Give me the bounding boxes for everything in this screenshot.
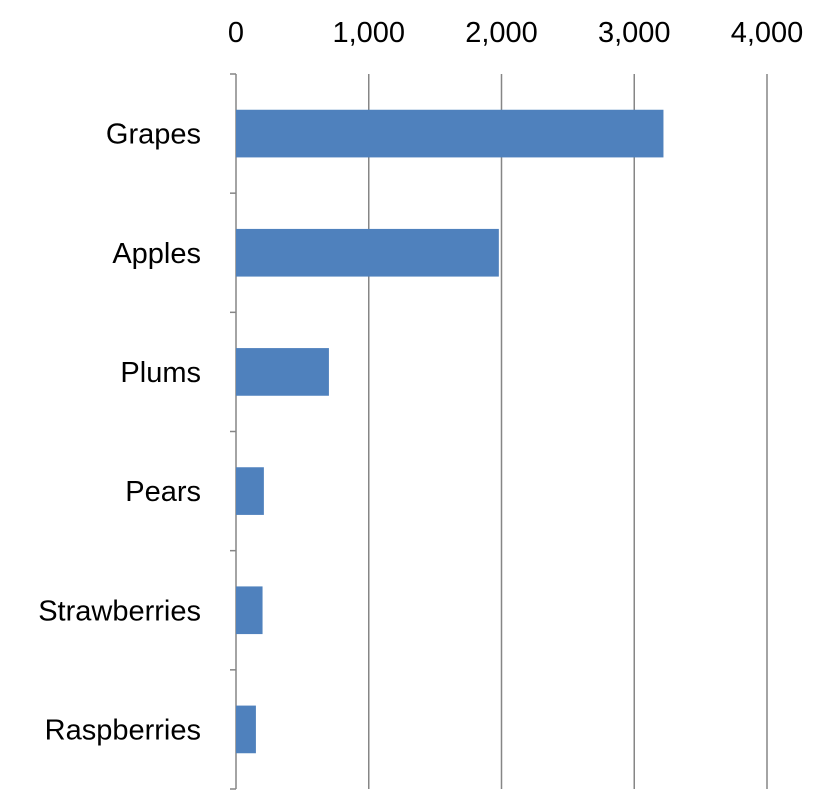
bar-strawberries	[236, 586, 263, 635]
x-tick-label: 1,000	[332, 17, 405, 49]
category-labels: Grapes Apples Plums Pears Strawberries Raspbe…	[38, 119, 201, 747]
category-label: Plums	[120, 357, 201, 389]
category-label: Apples	[112, 238, 201, 270]
x-tick-label: 3,000	[598, 17, 671, 49]
bar-plums	[236, 348, 329, 396]
category-label: Strawberries	[38, 595, 201, 627]
category-label: Grapes	[106, 119, 201, 151]
category-label: Raspberries	[45, 714, 201, 746]
bar-pears	[236, 467, 264, 515]
gridlines	[368, 74, 768, 789]
category-axis	[230, 73, 237, 790]
bars	[236, 109, 664, 754]
value-axis-tick-labels: 0 1,000 2,000 3,000 4,000	[228, 17, 803, 49]
bar-apples	[236, 228, 499, 277]
bar-raspberries	[236, 705, 256, 754]
x-tick-label: 4,000	[731, 17, 804, 49]
x-tick-label: 0	[228, 17, 244, 49]
bar-grapes	[236, 109, 664, 158]
category-label: Pears	[125, 476, 201, 508]
x-tick-label: 2,000	[465, 17, 538, 49]
